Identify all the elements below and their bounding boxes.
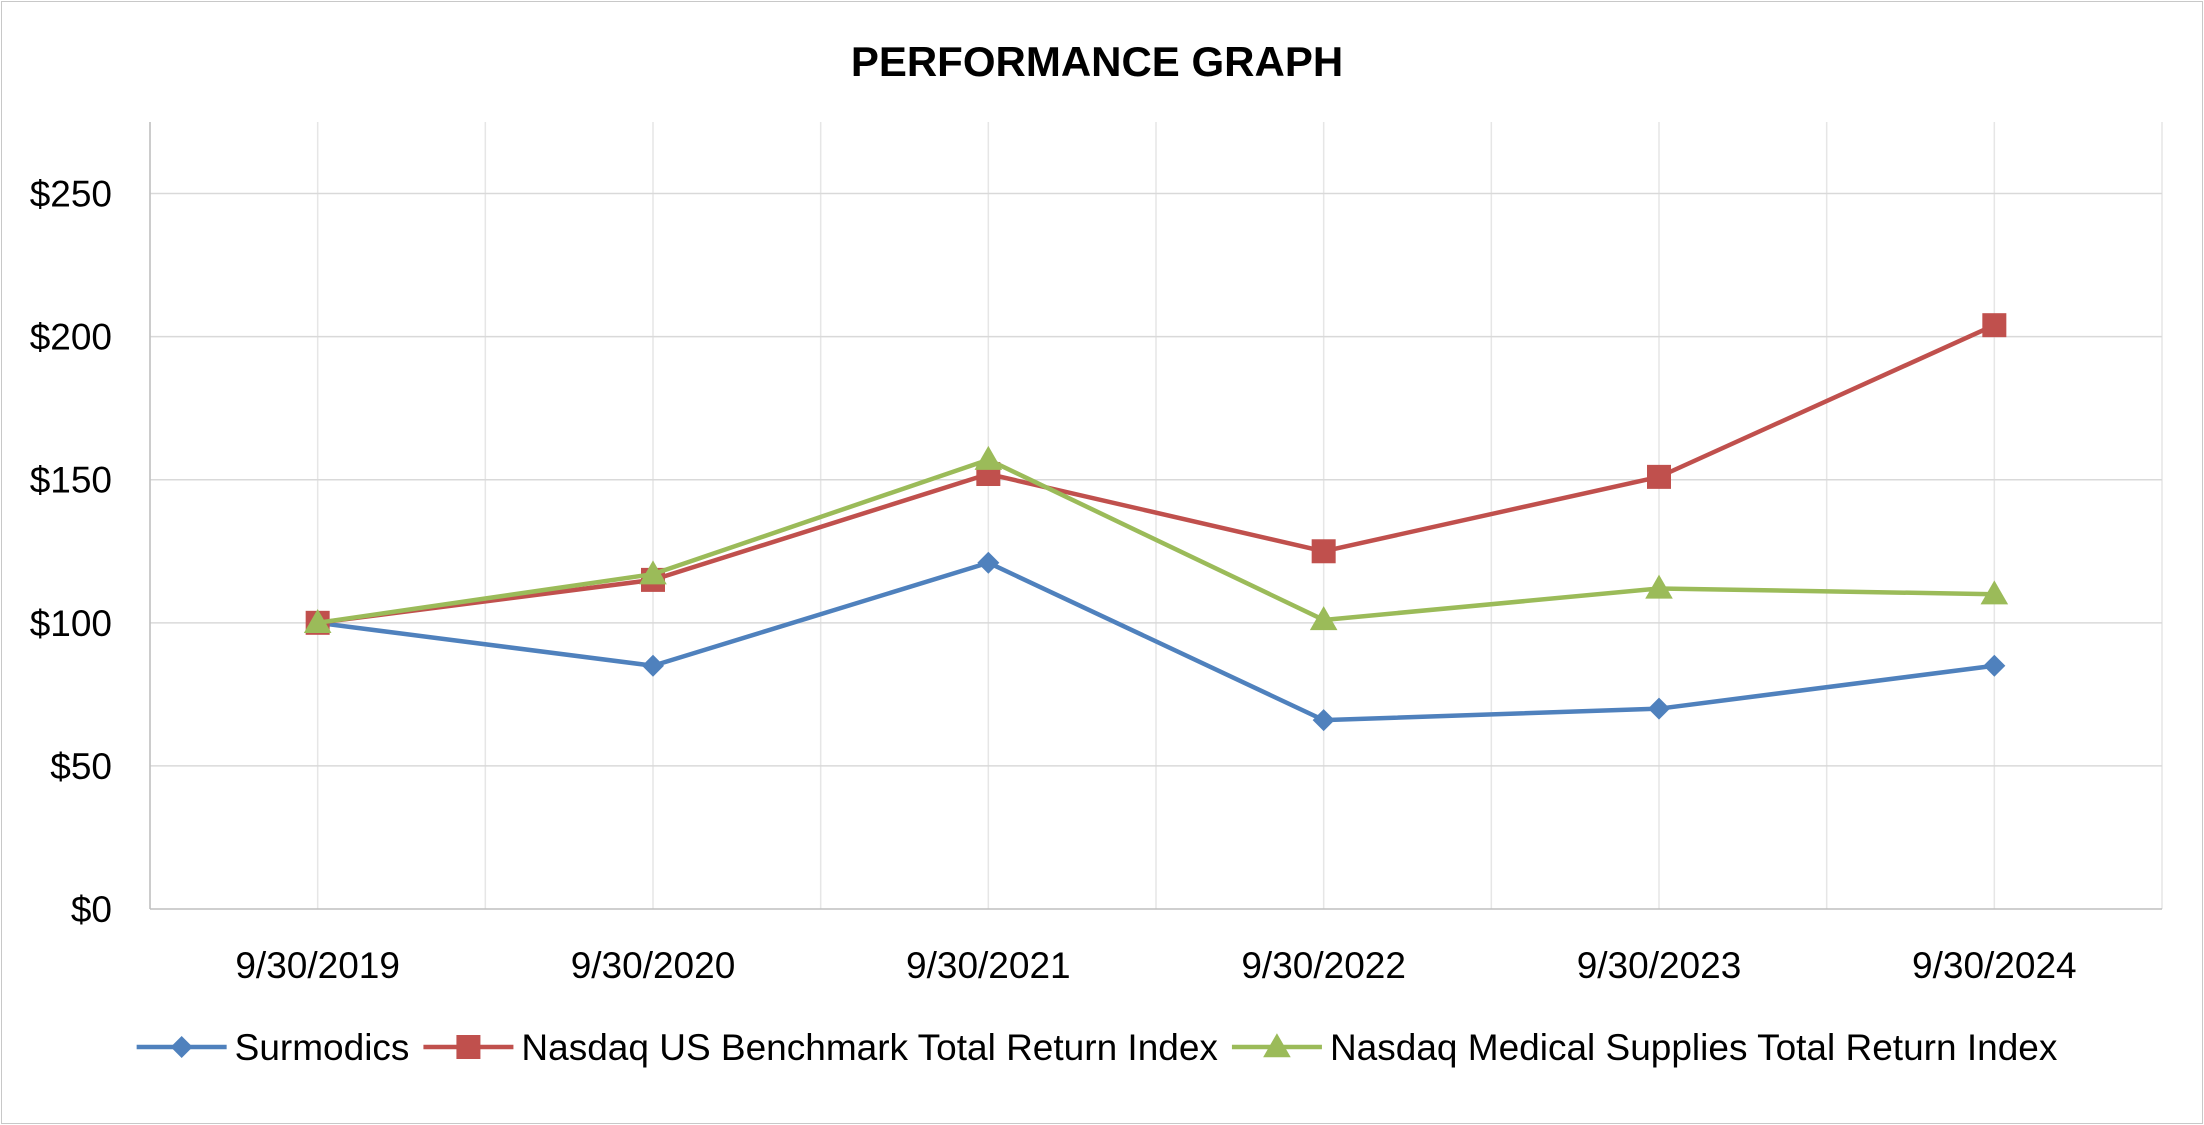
legend-marker — [170, 1036, 193, 1058]
series-group — [303, 313, 2009, 732]
data-point — [1648, 697, 1670, 720]
series-nasdaq-medical-supplies-total-return-index — [303, 445, 2009, 634]
legend-item: Nasdaq US Benchmark Total Return Index — [423, 1027, 1218, 1068]
data-point — [1645, 574, 1673, 599]
x-tick-label: 9/30/2019 — [235, 945, 400, 986]
y-tick-label: $100 — [30, 603, 112, 644]
legend-label: Nasdaq US Benchmark Total Return Index — [521, 1027, 1218, 1068]
legend: Surmodics Nasdaq US Benchmark Total Retur… — [136, 1027, 2058, 1068]
data-point — [1311, 539, 1336, 564]
data-point — [1983, 654, 2006, 677]
axes — [149, 122, 2162, 910]
y-tick-label: $250 — [30, 174, 112, 215]
legend-label: Surmodics — [235, 1027, 410, 1068]
data-point — [303, 609, 332, 634]
series-line — [317, 560, 1995, 723]
series-line — [317, 457, 1995, 626]
x-tick-label: 9/30/2023 — [1577, 945, 1742, 986]
y-tick-label: $200 — [30, 317, 112, 358]
x-tick-label: 9/30/2022 — [1241, 945, 1406, 986]
data-point — [974, 445, 1003, 470]
data-point — [639, 560, 667, 585]
x-tick-label: 9/30/2024 — [1912, 945, 2077, 986]
data-point — [642, 654, 664, 677]
data-point — [1647, 464, 1671, 489]
x-tick-label: 9/30/2020 — [571, 945, 736, 986]
data-point — [1980, 580, 2009, 605]
x-tick-label: 9/30/2021 — [906, 945, 1071, 986]
series-line — [317, 323, 1996, 626]
chart-title: PERFORMANCE GRAPH — [851, 38, 1343, 85]
legend-label: Nasdaq Medical Supplies Total Return Ind… — [1330, 1027, 2058, 1068]
legend-item: Nasdaq Medical Supplies Total Return Ind… — [1231, 1027, 2058, 1068]
data-point — [1309, 606, 1338, 631]
grid-lines — [149, 122, 2163, 909]
legend-item: Surmodics — [136, 1027, 410, 1068]
data-point — [977, 551, 1000, 574]
y-tick-labels: $0 $50 $100 $150 $200 $250 — [30, 174, 112, 930]
y-tick-label: $150 — [30, 460, 112, 501]
legend-marker — [456, 1035, 481, 1059]
data-point — [1982, 313, 2007, 338]
data-point — [1312, 709, 1335, 732]
legend-marker — [1263, 1033, 1291, 1058]
y-tick-label: $50 — [50, 746, 112, 787]
y-tick-label: $0 — [71, 889, 112, 930]
x-tick-labels: 9/30/2019 9/30/2020 9/30/2021 9/30/2022 9/30… — [235, 945, 2076, 986]
